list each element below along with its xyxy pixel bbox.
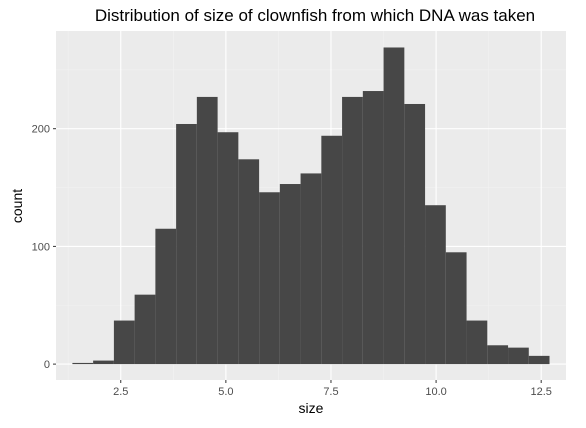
histogram-bar-16 [404, 103, 426, 365]
histogram-bar-4 [155, 228, 177, 365]
y-tick-label: 100 [32, 241, 50, 253]
histogram-bar-2 [113, 320, 135, 365]
histogram-bar-17 [425, 205, 446, 365]
x-tick-label: 2.5 [113, 386, 128, 398]
histogram-bar-0 [72, 362, 94, 365]
y-axis-title: count [9, 189, 25, 223]
histogram-bar-11 [300, 173, 322, 365]
x-tick-label: 10.0 [425, 386, 446, 398]
histogram-bar-14 [362, 91, 384, 365]
chart-title: Distribution of size of clownfish from w… [95, 6, 535, 25]
histogram-bar-15 [383, 47, 405, 365]
x-tick-label: 12.5 [530, 386, 551, 398]
y-tick-label: 200 [32, 124, 50, 136]
y-tick-label: 0 [44, 359, 50, 371]
histogram-bar-21 [508, 347, 529, 365]
histogram-bar-10 [279, 184, 301, 365]
histogram-bars [72, 47, 550, 365]
histogram-bar-9 [259, 192, 280, 365]
x-axis: 2.5 5.0 7.5 10.0 12.5 [113, 380, 552, 398]
histogram-bar-8 [238, 159, 260, 365]
histogram-bar-7 [217, 132, 239, 365]
x-tick-label: 7.5 [323, 386, 338, 398]
x-tick-label: 5.0 [218, 386, 233, 398]
histogram-bar-19 [466, 320, 488, 365]
histogram-bar-22 [528, 355, 550, 365]
histogram-bar-6 [196, 96, 218, 365]
histogram-bar-1 [93, 360, 114, 365]
histogram-bar-20 [487, 345, 509, 365]
y-axis: 0 100 200 [32, 124, 56, 371]
x-axis-title: size [299, 400, 324, 416]
histogram-bar-5 [176, 123, 197, 365]
histogram-bar-18 [445, 252, 467, 365]
histogram-bar-13 [342, 96, 363, 365]
histogram-bar-3 [134, 294, 156, 365]
histogram-bar-12 [321, 135, 343, 365]
